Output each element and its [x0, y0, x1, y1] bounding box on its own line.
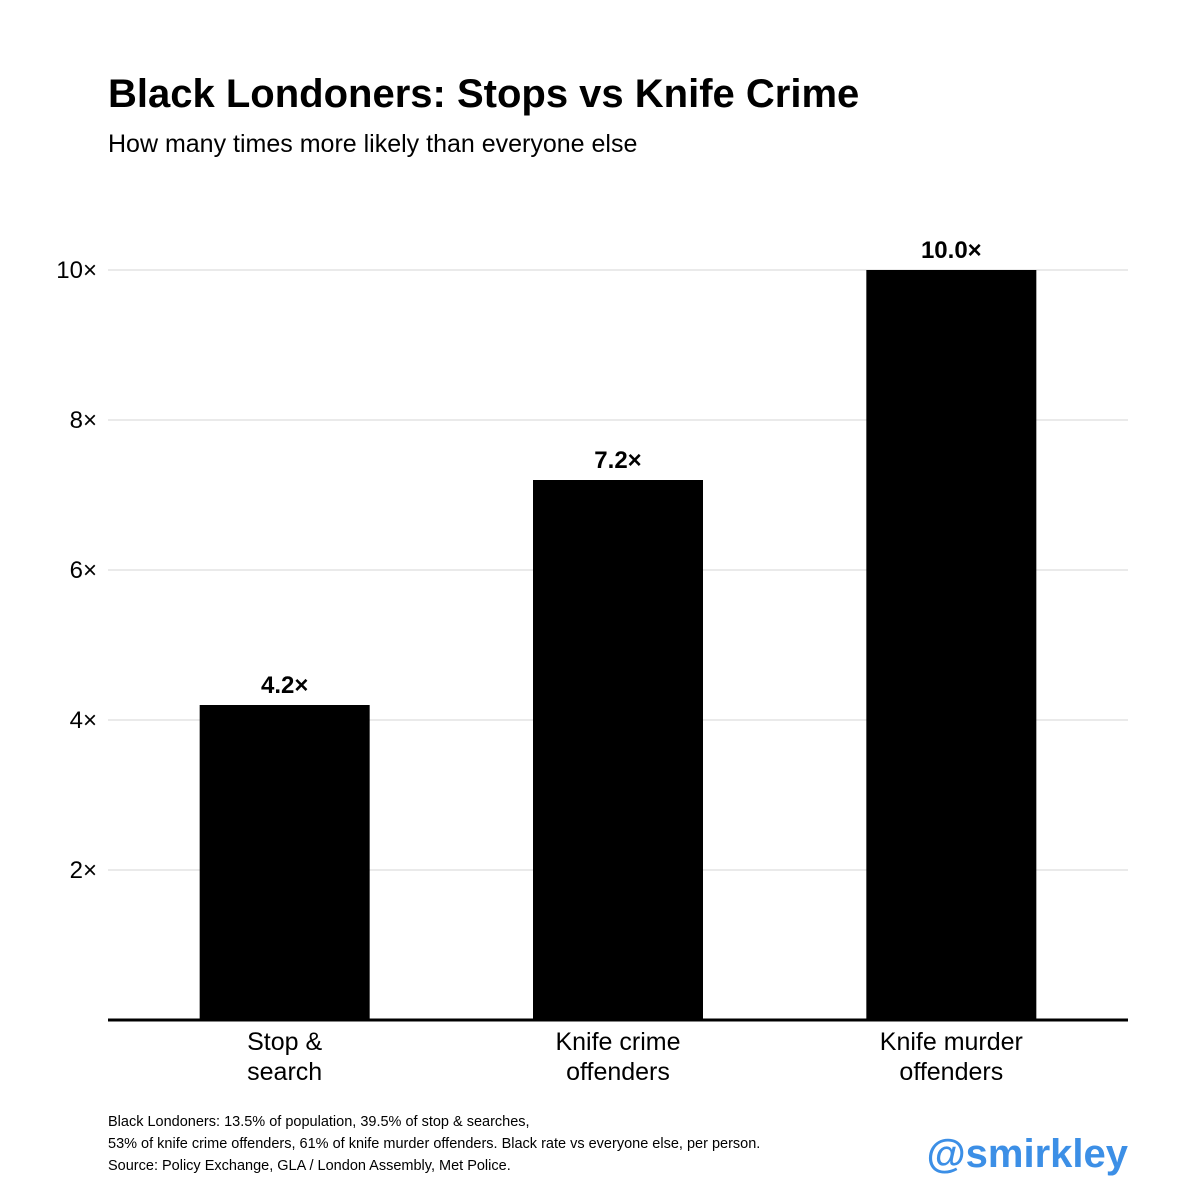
chart-subtitle: How many times more likely than everyone…	[108, 130, 638, 158]
x-tick-label: Knife murder offenders	[880, 1028, 1023, 1086]
footnote-line: 53% of knife crime offenders, 61% of kni…	[108, 1136, 761, 1152]
bar	[866, 270, 1037, 1020]
value-label: 7.2×	[594, 447, 641, 474]
footnote-line: Black Londoners: 13.5% of population, 39…	[108, 1114, 530, 1130]
source-note: Source: Policy Exchange, GLA / London As…	[108, 1158, 511, 1174]
value-labels: 4.2× 7.2× 10.0×	[261, 237, 982, 699]
footnote: Black Londoners: 13.5% of population, 39…	[108, 1111, 760, 1177]
value-label: 4.2×	[261, 672, 308, 699]
value-label: 10.0×	[921, 237, 982, 264]
bar-chart: 2× 4× 6× 8× 10× 4.2× 7.2× 10.0× Stop & search Kn…	[56, 237, 1128, 1086]
x-tick-label: Stop & search	[247, 1028, 322, 1086]
y-tick-label: 8×	[70, 407, 97, 434]
chart-title: Black Londoners: Stops vs Knife Crime	[108, 72, 860, 116]
bar	[533, 480, 703, 1020]
bars	[199, 270, 1037, 1020]
y-tick-label: 10×	[56, 257, 97, 284]
y-tick-label: 2×	[70, 857, 97, 884]
x-tick-label: Knife crime offenders	[555, 1028, 680, 1086]
bar	[199, 705, 370, 1020]
x-axis-ticks: Stop & search Knife crime offenders Knife mu…	[247, 1028, 1023, 1086]
y-tick-label: 4×	[70, 707, 97, 734]
y-tick-label: 6×	[70, 557, 97, 584]
y-axis-ticks: 2× 4× 6× 8× 10×	[56, 257, 97, 884]
author-handle: @smirkley	[926, 1132, 1128, 1176]
